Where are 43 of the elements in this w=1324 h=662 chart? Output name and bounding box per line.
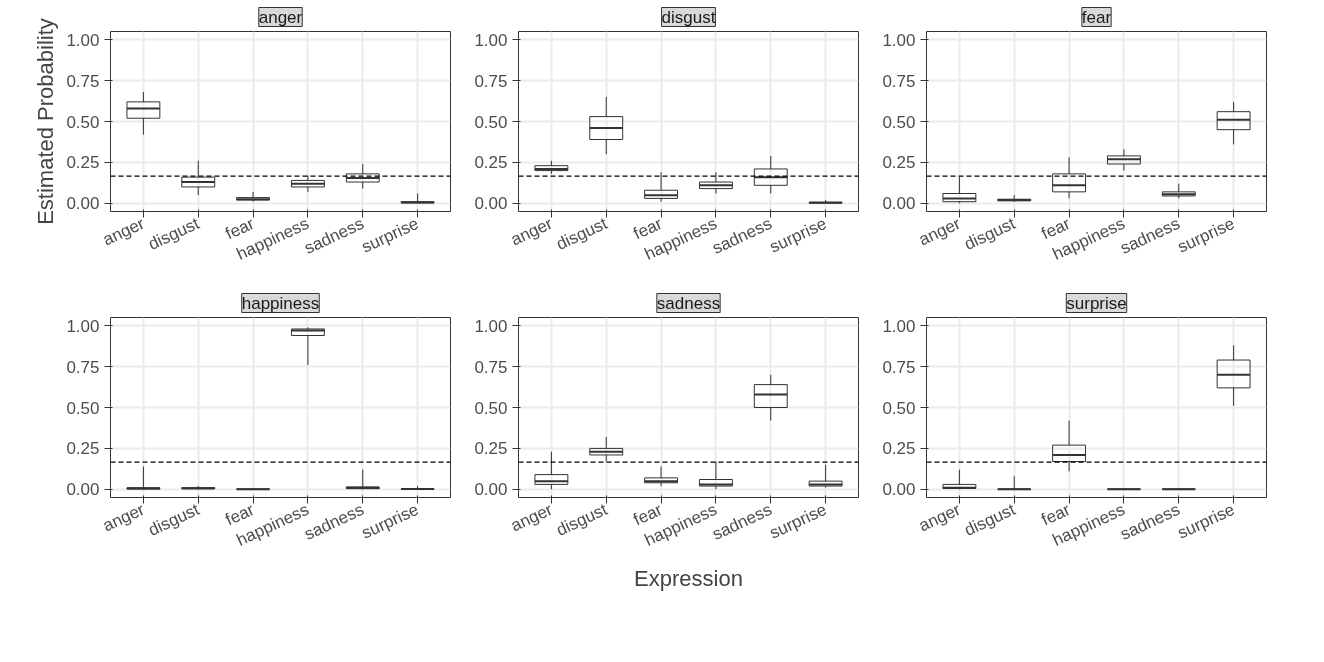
y-tick-label: 0.00 — [66, 480, 100, 500]
y-tick-label: 0.50 — [474, 398, 508, 418]
x-axis-title: Expression — [634, 566, 743, 592]
y-tick-label: 0.00 — [474, 194, 508, 214]
y-tick-label: 0.75 — [474, 71, 508, 91]
y-tick-label: 0.25 — [882, 439, 916, 459]
chart-title: fear — [1081, 7, 1112, 27]
y-tick-label: 0.75 — [66, 357, 100, 377]
y-tick-label: 0.25 — [882, 153, 916, 173]
y-axis-title: Estimated Probability — [33, 18, 59, 225]
x-tick-label: anger — [507, 499, 556, 536]
y-tick-label: 0.50 — [66, 398, 100, 418]
y-tick-label: 0.00 — [882, 194, 916, 214]
y-tick-label: 0.50 — [882, 398, 916, 418]
y-tick-label: 0.50 — [66, 112, 100, 132]
y-tick-label: 1.00 — [474, 316, 508, 336]
y-tick-label: 1.00 — [474, 30, 508, 50]
y-tick-label: 0.75 — [882, 71, 916, 91]
y-tick-label: 0.75 — [66, 71, 100, 91]
x-tick-label: anger — [507, 213, 556, 250]
y-tick-label: 0.25 — [474, 439, 508, 459]
y-tick-label: 0.25 — [474, 153, 508, 173]
y-tick-label: 0.00 — [882, 480, 916, 500]
x-tick-label: anger — [99, 499, 148, 536]
y-tick-label: 0.75 — [882, 357, 916, 377]
x-tick-label: anger — [915, 213, 964, 250]
chart-title: sadness — [656, 293, 721, 313]
chart-title: anger — [258, 7, 303, 27]
y-tick-label: 1.00 — [66, 30, 100, 50]
y-tick-label: 0.00 — [66, 194, 100, 214]
y-tick-label: 0.00 — [474, 480, 508, 500]
x-tick-label: anger — [915, 499, 964, 536]
y-tick-label: 1.00 — [66, 316, 100, 336]
y-tick-label: 1.00 — [882, 30, 916, 50]
y-tick-label: 1.00 — [882, 316, 916, 336]
y-tick-label: 0.25 — [66, 153, 100, 173]
x-tick-label: anger — [99, 213, 148, 250]
y-tick-label: 0.75 — [474, 357, 508, 377]
y-tick-label: 0.25 — [66, 439, 100, 459]
chart-title: happiness — [241, 293, 320, 313]
y-tick-label: 0.50 — [882, 112, 916, 132]
chart-title: surprise — [1066, 293, 1127, 313]
y-tick-label: 0.50 — [474, 112, 508, 132]
